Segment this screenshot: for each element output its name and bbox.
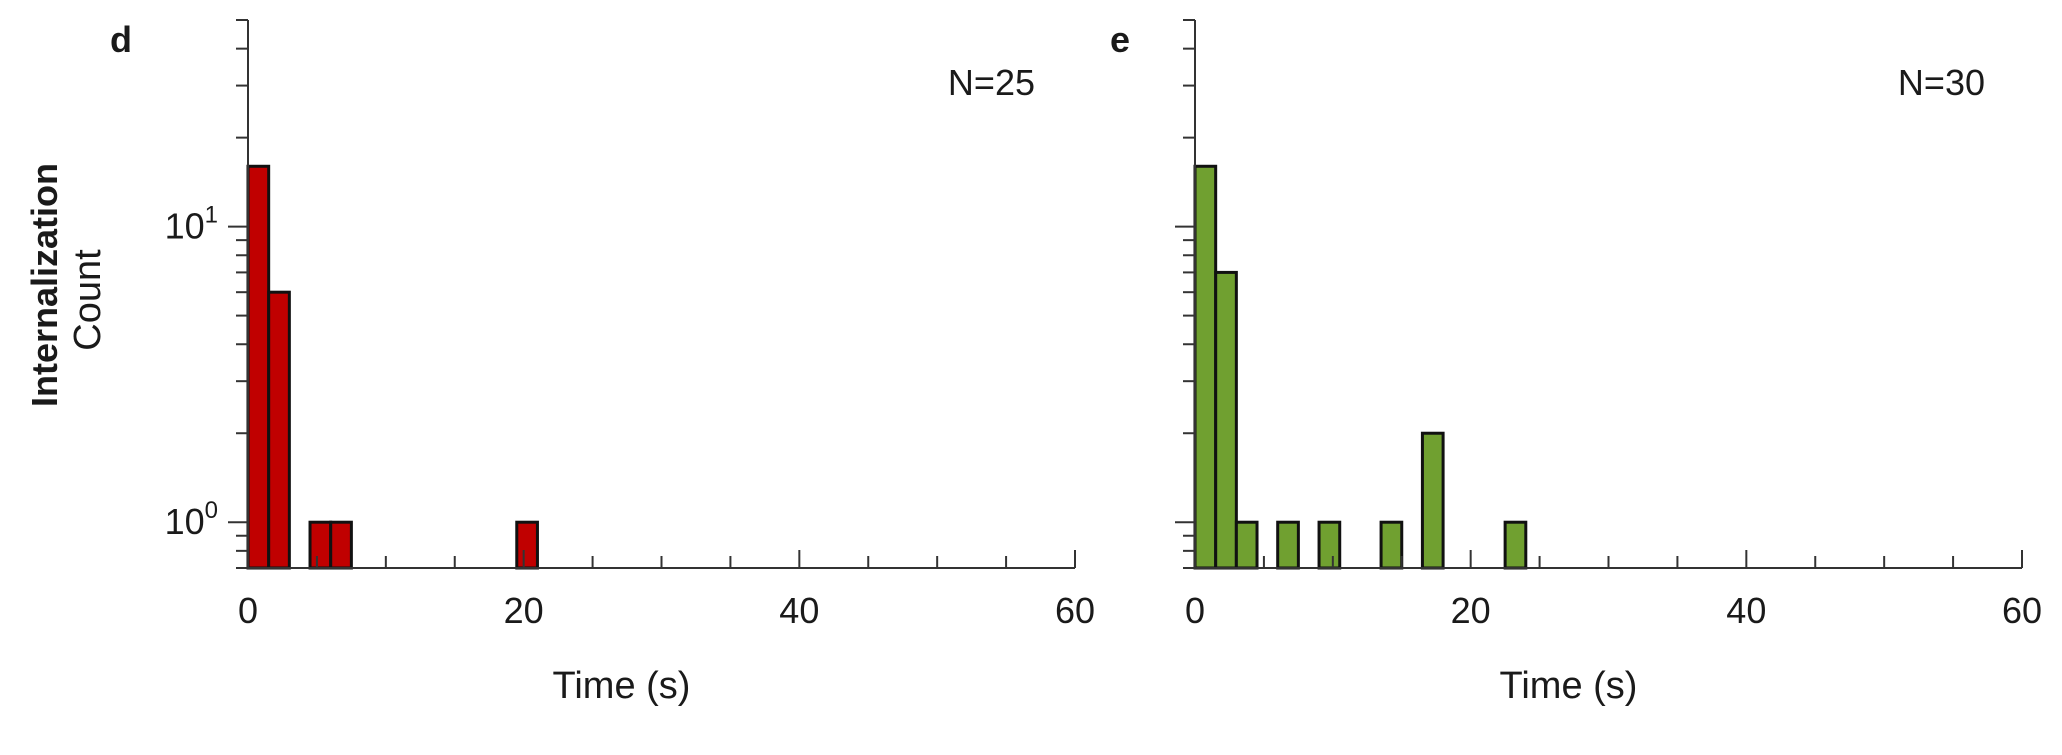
panel-d-y-tick-label: 100 bbox=[165, 497, 218, 542]
panel-e-bar-4 bbox=[1317, 520, 1342, 570]
panel-e-x-tick-label: 20 bbox=[1451, 590, 1491, 631]
row-label: Internalization bbox=[24, 163, 65, 407]
panel-d-letter: d bbox=[110, 19, 132, 60]
panel-e: 0 20 40 60 Time (s) e N=30 bbox=[1110, 19, 2042, 707]
panel-d-n-annotation: N=25 bbox=[948, 62, 1035, 103]
panel-e-x-tick-label: 40 bbox=[1726, 590, 1766, 631]
panel-e-letter: e bbox=[1110, 19, 1130, 60]
panel-d-bar-0 bbox=[246, 164, 271, 570]
panel-e-bar-7 bbox=[1503, 520, 1528, 570]
panel-e-bar-6 bbox=[1420, 431, 1445, 570]
panel-e-bar-1 bbox=[1214, 270, 1238, 570]
panel-e-bar-0 bbox=[1193, 164, 1218, 570]
panel-d-bar-4 bbox=[515, 520, 539, 570]
panel-e-bar-5 bbox=[1379, 520, 1404, 570]
panel-e-bar-2 bbox=[1234, 520, 1259, 570]
panel-d-bar-3 bbox=[329, 520, 353, 570]
panel-d-x-axis-title: Time (s) bbox=[553, 665, 691, 707]
panel-d-bar-2 bbox=[308, 520, 333, 570]
panel-e-x-tick-label: 0 bbox=[1185, 590, 1205, 631]
panel-e-n-annotation: N=30 bbox=[1898, 62, 1985, 103]
panel-d-y-tick-label: 101 bbox=[165, 202, 218, 247]
panel-d-y-axis-title: Count bbox=[67, 249, 109, 351]
panel-e-bar-3 bbox=[1276, 520, 1300, 570]
panel-d-x-tick-label: 60 bbox=[1055, 590, 1095, 631]
panel-d-x-tick-label: 0 bbox=[238, 590, 258, 631]
panel-d: 0 20 40 60 101 100 Time (s) Count d N=25 bbox=[67, 19, 1095, 707]
panel-d-bar-1 bbox=[267, 290, 291, 570]
panel-d-x-tick-label: 40 bbox=[779, 590, 819, 631]
panel-d-x-tick-label: 20 bbox=[504, 590, 544, 631]
panel-e-x-tick-label: 60 bbox=[2002, 590, 2042, 631]
panel-e-x-axis-title: Time (s) bbox=[1500, 665, 1638, 707]
